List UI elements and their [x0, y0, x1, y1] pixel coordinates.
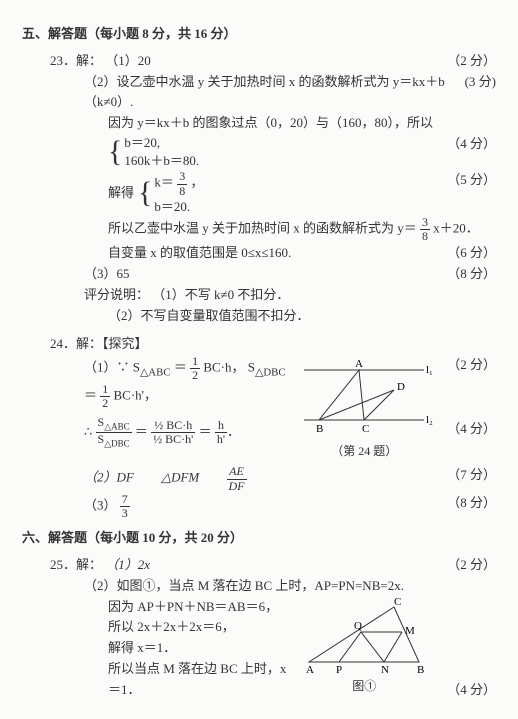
- q23-remark-label: 评分说明：: [84, 287, 149, 302]
- q25-caption: 图①: [289, 677, 439, 696]
- q23-concl-pre: 所以乙壶中水温 y 关于加热时间 x 的函数解析式为 y＝: [108, 221, 417, 236]
- q24-p2-cnum: AE: [227, 465, 247, 479]
- q23-p3-pts: （8 分）: [447, 264, 496, 285]
- q23-remark: 评分说明： （1）不写 k≠0 不扣分．: [22, 285, 496, 306]
- q24-p1-line1: （1）∵ S△ABC ＝ 12 BC·h， S△DBC ＝ 12 BC·h'，: [84, 355, 289, 410]
- q24-mid-num: ½ BC·h: [151, 419, 195, 433]
- svg-text:A: A: [306, 664, 314, 675]
- q23-concl-den: 8: [420, 230, 430, 243]
- q23-remark1: （1）不写 k≠0 不扣分．: [152, 287, 289, 302]
- svg-text:C: C: [394, 597, 401, 608]
- q25-p2-line2: 因为 AP＋PN＋NB＝AB＝6，: [108, 597, 289, 618]
- svg-text:P: P: [336, 664, 342, 675]
- q24-figure: A B C D l₁ l₂ （第 24 题）: [289, 355, 439, 461]
- q23-brace1: { b＝20, 160k＋b＝80.: [108, 134, 439, 170]
- q24-p2: （2）DF △DFM AEDF: [22, 465, 439, 492]
- svg-text:l₁: l₁: [426, 364, 433, 376]
- q23-p1-text: （1）20: [105, 53, 151, 68]
- q24-eq2-mid: ＝: [135, 424, 148, 439]
- section-5-title: 五、解答题（每小题 8 分，共 16 分）: [22, 24, 496, 45]
- q24-half-den-1: 2: [190, 369, 200, 382]
- q23-brace2: { k＝ 38 ， b＝20.: [138, 170, 203, 216]
- q24-p1-pts1: （2 分）: [447, 355, 496, 376]
- q23-p1-pts: （2 分）: [447, 51, 496, 72]
- q25-svg: A B C M P N Q: [294, 597, 434, 675]
- q24-eq1-post: ＝: [84, 387, 97, 402]
- q25-p2-lead: （2）如图①，当点 M 落在边 BC 上时，AP=PN=NB=2x.: [22, 576, 496, 597]
- q24-half-num-1: 1: [190, 355, 200, 369]
- q23-concl-num: 3: [420, 216, 430, 230]
- svg-text:A: A: [355, 358, 363, 370]
- q23-brace2-a-post: ，: [190, 175, 203, 190]
- q23-solve-label: 解得: [108, 183, 134, 204]
- section-6-title: 六、解答题（每小题 10 分，共 20 分）: [22, 528, 496, 549]
- q23-p2-line2: 因为 y＝kx＋b 的图象过点（0，20）与（160，80），所以: [22, 113, 496, 134]
- q25-figure: A B C M P N Q 图①: [289, 597, 439, 696]
- q24-rnum-sub: △ABC: [104, 421, 129, 431]
- q23-p2-lead: （2）设乙壶中水温 y 关于加热时间 x 的函数解析式为 y＝kx＋b（k≠0）…: [22, 72, 457, 114]
- svg-text:l₂: l₂: [426, 414, 433, 426]
- q25-p1-pts: （2 分）: [447, 555, 496, 576]
- q24-p2-b: △DFM: [161, 470, 199, 485]
- q23-range-pts: （6 分）: [447, 243, 496, 264]
- svg-text:C: C: [362, 423, 369, 435]
- q24-because: （1）∵ S: [84, 360, 140, 375]
- q24-p2-pts: （7 分）: [447, 465, 496, 486]
- q24-p2-cden: DF: [227, 480, 247, 493]
- q23-label: 23．解：: [50, 53, 102, 68]
- q24-eq1-end: BC·h'，: [114, 387, 158, 402]
- q24-r-den: h': [215, 433, 227, 446]
- q24-eq1-pre: ＝: [174, 360, 187, 375]
- svg-text:D: D: [397, 381, 405, 393]
- q24-p3-pts: （8 分）: [447, 493, 496, 514]
- q23-brace1-a: b＝20,: [124, 134, 199, 152]
- svg-text:Q: Q: [354, 620, 362, 632]
- q24-r-num: h: [215, 419, 227, 433]
- q24-half-num-2: 1: [100, 383, 110, 397]
- q24-caption: （第 24 题）: [289, 442, 439, 461]
- q24-therefore: ∴: [84, 424, 96, 439]
- q23-p2-lead-pts: (3 分): [465, 72, 496, 93]
- q23-brace2-a-pre: k＝: [154, 175, 174, 190]
- q25-p2-line4: 解得 x＝1．: [108, 638, 289, 659]
- q24-p1-pts2: （4 分）: [447, 419, 496, 440]
- q25-p2-line3: 所以 2x＋2x＋2x＝6，: [108, 617, 289, 638]
- q23-brace2-b: b＝20.: [154, 198, 203, 216]
- q23-part1: 23．解： （1）20: [22, 51, 439, 72]
- svg-text:M: M: [405, 625, 415, 637]
- q23-brace1-b: 160k＋b＝80.: [124, 152, 199, 170]
- q23-brace2-a-den: 8: [177, 185, 187, 198]
- q24-half-den-2: 2: [100, 397, 110, 410]
- svg-text:B: B: [417, 664, 424, 675]
- svg-text:N: N: [381, 664, 389, 675]
- q24-sub2: △DBC: [255, 367, 286, 379]
- q24-p3: （3） 73: [22, 493, 439, 520]
- q23-remark2: （2）不写自变量取值范围不扣分．: [22, 306, 496, 327]
- q24-rden-sub: △DBC: [104, 439, 129, 449]
- q24-p3-num: 7: [120, 493, 130, 507]
- q24-p2-a: （2）DF: [84, 470, 134, 485]
- q23-brace1-pts: （4 分）: [447, 134, 496, 155]
- q24-sub1: △ABC: [140, 367, 171, 379]
- q25-p1-text: （1）2x: [105, 557, 150, 572]
- q24-p3-den: 3: [120, 507, 130, 520]
- q24-p1-line2: ∴ S△ABC S△DBC ＝ ½ BC·h ½ BC·h' ＝ h h' ．: [84, 416, 289, 450]
- svg-text:B: B: [316, 423, 323, 435]
- q24-p3-label: （3）: [84, 498, 117, 513]
- q23-brace2-pts: （5 分）: [447, 170, 496, 191]
- q23-brace2-a-num: 3: [177, 170, 187, 184]
- q23-concl: 所以乙壶中水温 y 关于加热时间 x 的函数解析式为 y＝ 38 x＋20．: [22, 216, 496, 243]
- q23-concl-post: x＋20．: [433, 221, 479, 236]
- q24-label: 24．解：【探究】: [22, 334, 496, 355]
- q23-p3: （3）65: [22, 264, 439, 285]
- q24-eq1-mid: BC·h， S: [203, 360, 255, 375]
- q25-label: 25．解：: [50, 557, 102, 572]
- q24-svg: A B C D l₁ l₂: [294, 355, 434, 440]
- q25-part1: 25．解： （1）2x: [22, 555, 439, 576]
- q25-p2-pts: （4 分）: [447, 680, 496, 701]
- q25-p2-line5: 所以当点 M 落在边 BC 上时，x＝1．: [108, 659, 289, 701]
- q23-range: 自变量 x 的取值范围是 0≤x≤160.: [22, 243, 439, 264]
- q24-eq2-r: ＝: [199, 424, 212, 439]
- q24-mid-den: ½ BC·h': [151, 433, 195, 446]
